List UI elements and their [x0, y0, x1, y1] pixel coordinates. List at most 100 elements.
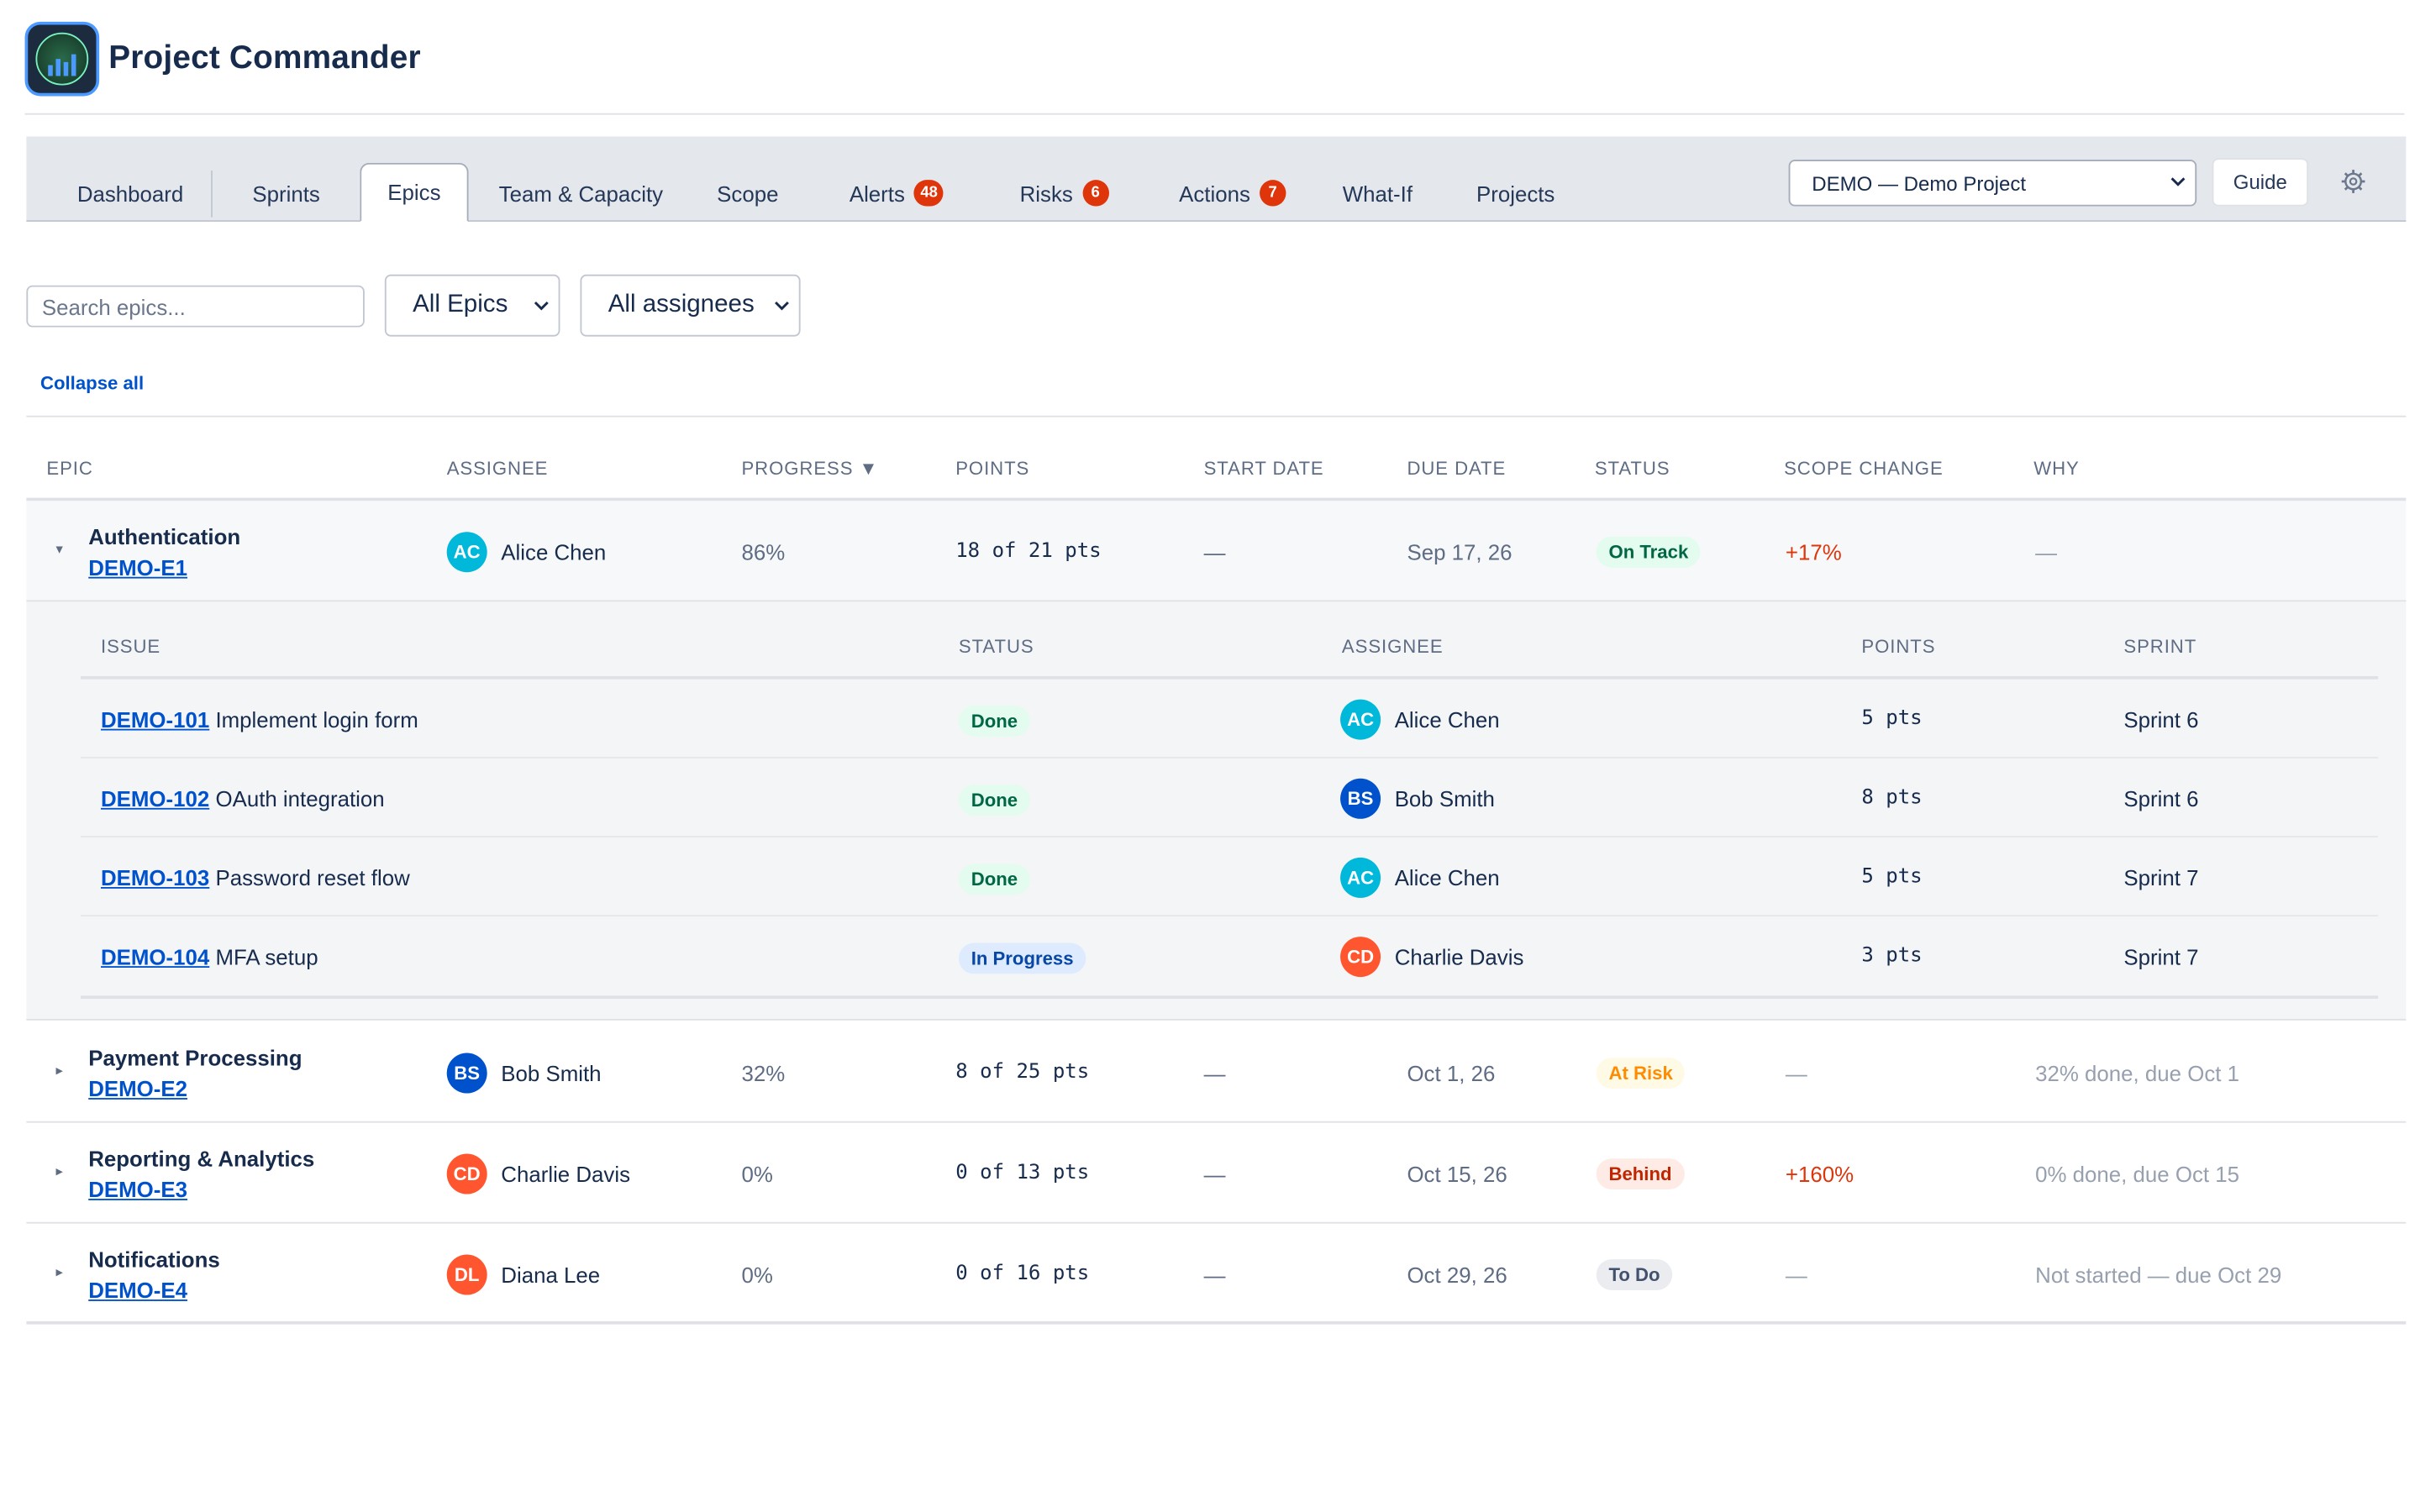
status-badge: Done [958, 785, 1030, 816]
issue-cell: DEMO-104 MFA setup [101, 944, 318, 969]
bar-chart-icon [48, 51, 76, 76]
tab-label: Team & Capacity [498, 181, 664, 206]
epic-row[interactable]: ▸ Reporting & Analytics DEMO-E3 CD Charl… [26, 1123, 2407, 1224]
tab-epics[interactable]: Epics [360, 162, 469, 222]
avatar: BS [1340, 778, 1381, 819]
issue-row[interactable]: DEMO-104 MFA setup In Progress CD Charli… [81, 916, 2378, 995]
why-text: — [2035, 539, 2057, 564]
col-header-why[interactable]: WHY [2033, 457, 2080, 480]
issue-title: MFA setup [215, 944, 318, 969]
guide-button[interactable]: Guide [2212, 158, 2309, 207]
project-select[interactable]: DEMO — Demo Project [1788, 160, 2197, 207]
tab-actions[interactable]: Actions 7 [1144, 165, 1322, 222]
issue-sprint: Sprint 7 [2123, 944, 2199, 969]
col-header-epic[interactable]: EPIC [46, 457, 93, 480]
col-header-due-date[interactable]: DUE DATE [1407, 457, 1507, 480]
issue-title: OAuth integration [215, 785, 385, 811]
sub-header-sprint: SPRINT [2123, 635, 2197, 658]
collapse-caret-icon[interactable]: ▾ [55, 541, 63, 557]
epic-key-link[interactable]: DEMO-E4 [88, 1278, 188, 1303]
tab-label: Projects [1476, 181, 1555, 206]
assignee-name: Charlie Davis [1394, 944, 1524, 969]
tab-label: Sprints [252, 181, 320, 206]
app-header: Project Commander [24, 21, 2405, 115]
header-divider [26, 497, 2407, 501]
sub-header-points: POINTS [1861, 635, 1936, 658]
epic-row[interactable]: ▸ Payment Processing DEMO-E2 BS Bob Smit… [26, 1022, 2407, 1123]
issue-points: 8 pts [1861, 785, 1923, 810]
issue-key-link[interactable]: DEMO-103 [100, 865, 210, 890]
avatar: AC [1340, 699, 1381, 740]
collapse-all-link[interactable]: Collapse all [39, 372, 145, 394]
search-epics-input[interactable]: Search epics... [26, 285, 365, 328]
gear-icon[interactable] [2339, 167, 2367, 195]
epic-key-link[interactable]: DEMO-E1 [88, 554, 188, 580]
progress-value: 0% [741, 1161, 773, 1187]
status-badge: In Progress [958, 942, 1086, 974]
radar-icon [35, 32, 89, 86]
start-date: — [1203, 1161, 1226, 1187]
epic-name: Reporting & Analytics [88, 1146, 315, 1171]
issue-key-link[interactable]: DEMO-102 [100, 785, 210, 811]
scope-change: — [1785, 1060, 1807, 1086]
epic-row[interactable]: ▸ Notifications DEMO-E4 DL Diana Lee 0% … [26, 1224, 2407, 1325]
chevron-down-icon [534, 301, 549, 311]
assignee-name: Bob Smith [1394, 785, 1495, 811]
tab-label: What-If [1342, 181, 1413, 206]
progress-value: 0% [741, 1262, 773, 1288]
tab-dashboard[interactable]: Dashboard [48, 165, 213, 222]
issue-points: 5 pts [1861, 706, 1923, 731]
avatar: AC [1340, 857, 1381, 898]
issue-sprint: Sprint 6 [2123, 706, 2199, 732]
status-badge: At Risk [1596, 1058, 1686, 1089]
epic-filter-select[interactable]: All Epics [384, 274, 560, 337]
col-header-scope-change[interactable]: SCOPE CHANGE [1784, 457, 1944, 480]
avatar: CD [446, 1153, 487, 1194]
points-value: 0 of 16 pts [955, 1262, 1090, 1286]
tab-scope[interactable]: Scope [693, 165, 802, 222]
sub-header-divider [80, 675, 2379, 680]
guide-button-label: Guide [2233, 171, 2287, 194]
progress-value: 86% [741, 539, 786, 564]
tab-what-if[interactable]: What-If [1322, 165, 1434, 222]
epic-key-link[interactable]: DEMO-E3 [88, 1177, 188, 1202]
epic-key-link[interactable]: DEMO-E2 [88, 1076, 188, 1101]
col-header-status[interactable]: STATUS [1594, 457, 1670, 480]
issue-row[interactable]: DEMO-101 Implement login form Done AC Al… [80, 680, 2379, 759]
col-header-assignee[interactable]: ASSIGNEE [446, 457, 549, 480]
col-header-points[interactable]: POINTS [955, 457, 1030, 480]
epic-row[interactable]: ▾ Authentication DEMO-E1 AC Alice Chen 8… [26, 501, 2407, 602]
tab-risks[interactable]: Risks 6 [988, 165, 1140, 222]
expand-caret-icon[interactable]: ▸ [55, 1062, 63, 1079]
assignee-name: Alice Chen [501, 539, 607, 564]
issue-row[interactable]: DEMO-102 OAuth integration Done BS Bob S… [80, 759, 2379, 837]
sub-header-status: STATUS [958, 635, 1034, 658]
col-header-progress[interactable]: PROGRESS ▼ [741, 457, 879, 480]
due-date: Oct 15, 26 [1407, 1161, 1507, 1187]
scope-change: — [1785, 1262, 1807, 1288]
col-header-start-date[interactable]: START DATE [1203, 457, 1324, 480]
scope-change: +17% [1785, 539, 1842, 564]
expand-caret-icon[interactable]: ▸ [55, 1263, 63, 1280]
tab-team-capacity[interactable]: Team & Capacity [469, 165, 694, 222]
assignee-filter-select[interactable]: All assignees [580, 274, 801, 337]
start-date: — [1203, 1060, 1226, 1086]
tab-alerts[interactable]: Alerts 48 [810, 165, 984, 222]
alerts-count-badge: 48 [913, 180, 944, 207]
due-date: Sep 17, 26 [1407, 539, 1512, 564]
tab-divider [211, 171, 213, 218]
issue-key-link[interactable]: DEMO-101 [100, 706, 210, 732]
issue-title: Implement login form [215, 706, 418, 732]
expand-caret-icon[interactable]: ▸ [55, 1163, 63, 1179]
tab-projects[interactable]: Projects [1454, 165, 1578, 222]
project-select-value: DEMO — Demo Project [1812, 171, 2027, 195]
tab-sprints[interactable]: Sprints [213, 165, 360, 222]
assignee-name: Charlie Davis [501, 1161, 630, 1187]
why-text: Not started — due Oct 29 [2035, 1262, 2282, 1288]
due-date: Oct 1, 26 [1407, 1060, 1496, 1086]
issue-key-link[interactable]: DEMO-104 [100, 944, 210, 969]
issue-row[interactable]: DEMO-103 Password reset flow Done AC Ali… [80, 837, 2379, 917]
app-logo [24, 21, 100, 97]
why-text: 32% done, due Oct 1 [2035, 1060, 2240, 1086]
